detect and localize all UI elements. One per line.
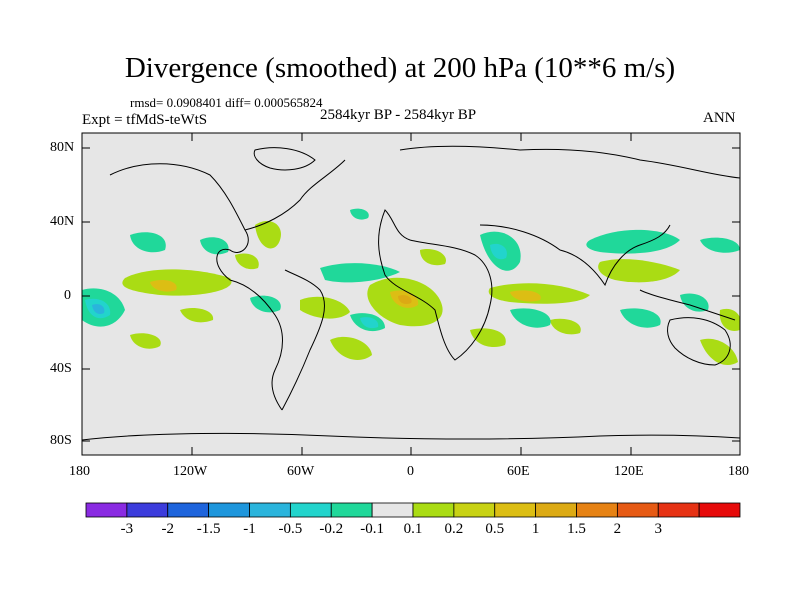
lat-label-0: 0 bbox=[64, 288, 71, 303]
colorbar-swatch bbox=[249, 502, 291, 518]
lon-label-180e: 180 bbox=[728, 464, 749, 479]
lon-label-60e: 60E bbox=[507, 464, 530, 479]
colorbar-label: 2 bbox=[613, 521, 622, 537]
lat-label-40n: 40N bbox=[50, 214, 75, 229]
colorbar-swatch bbox=[616, 502, 659, 518]
colorbar-swatch bbox=[289, 502, 332, 518]
lon-label-0: 0 bbox=[407, 464, 414, 479]
colorbar-label: 0.5 bbox=[485, 521, 505, 537]
colorbar-label: -1 bbox=[243, 521, 256, 537]
lon-label-180w: 180 bbox=[69, 464, 90, 479]
colorbar-swatch bbox=[494, 502, 537, 518]
lon-label-60w: 60W bbox=[287, 464, 315, 479]
experiment-label: Expt = tfMdS-teWtS bbox=[82, 112, 208, 128]
negative-divergence-regions bbox=[82, 208, 740, 332]
colorbar-label: -0.5 bbox=[278, 521, 303, 537]
time-subtitle: 2584kyr BP - 2584kyr BP bbox=[320, 107, 477, 123]
colorbar-label: -1.5 bbox=[196, 521, 221, 537]
colorbar-label: -0.1 bbox=[360, 521, 384, 537]
lat-label-40s: 40S bbox=[50, 361, 72, 376]
colorbar bbox=[85, 502, 741, 518]
rmsd-stats: rmsd= 0.0908401 diff= 0.000565824 bbox=[130, 95, 323, 110]
colorbar-label: 1.5 bbox=[567, 521, 586, 537]
axis-ticks bbox=[82, 133, 740, 455]
colorbar-label: 1 bbox=[531, 521, 540, 537]
colorbar-swatch bbox=[412, 502, 455, 518]
colorbar-swatch bbox=[576, 502, 618, 518]
peak-negative-regions bbox=[92, 304, 105, 315]
divergence-contours bbox=[82, 145, 740, 441]
coastlines bbox=[82, 145, 740, 441]
lat-label-80s: 80S bbox=[50, 433, 72, 448]
colorbar-label: -2 bbox=[161, 521, 175, 537]
colorbar-swatch bbox=[208, 502, 250, 518]
colorbar-swatch bbox=[535, 502, 577, 518]
season-label: ANN bbox=[703, 110, 736, 126]
colorbar-label: -0.2 bbox=[319, 521, 344, 537]
colorbar-swatch bbox=[698, 502, 741, 518]
colorbar-label: -3 bbox=[120, 521, 134, 537]
colorbar-swatch bbox=[330, 502, 373, 518]
lat-label-80n: 80N bbox=[50, 140, 75, 155]
plot-title: Divergence (smoothed) at 200 hPa (10**6 … bbox=[124, 52, 676, 84]
colorbar-label: 3 bbox=[654, 521, 663, 537]
colorbar-swatch bbox=[371, 502, 414, 518]
colorbar-label: 0.2 bbox=[444, 521, 464, 537]
lon-label-120w: 120W bbox=[173, 464, 208, 479]
lon-label-120e: 120E bbox=[614, 464, 644, 479]
colorbar-swatch bbox=[657, 502, 700, 518]
peak-positive-regions bbox=[398, 295, 412, 305]
colorbar-swatch bbox=[453, 502, 496, 518]
colorbar-swatch bbox=[85, 502, 128, 518]
colorbar-label: 0.1 bbox=[403, 521, 423, 537]
colorbar-swatch bbox=[167, 502, 210, 518]
colorbar-swatch bbox=[126, 502, 169, 518]
